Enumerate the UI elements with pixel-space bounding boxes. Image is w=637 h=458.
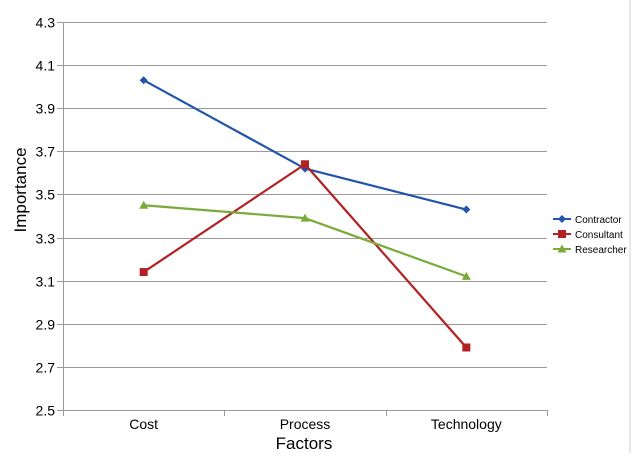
y-tick-label: 3.1: [36, 274, 56, 290]
series-contractor: [139, 76, 471, 214]
legend-item: Consultant: [553, 230, 623, 241]
data-point: [301, 160, 309, 169]
y-tick-label: 3.5: [36, 187, 56, 203]
x-tick-label: Technology: [431, 416, 502, 432]
legend: Contractor Consultant Researcher: [553, 215, 627, 256]
x-tick-label: Process: [280, 416, 331, 432]
legend-marker: [558, 230, 566, 238]
y-tick-label: 2.7: [36, 360, 56, 376]
gridlines: [63, 22, 547, 411]
y-axis-title: Importance: [11, 147, 30, 232]
data-point: [139, 76, 148, 85]
legend-label: Consultant: [575, 230, 623, 241]
legend-marker: [557, 244, 567, 253]
series-line: [143, 163, 468, 349]
y-tick-label: 2.5: [36, 403, 56, 419]
series-line: [143, 79, 467, 211]
data-point: [139, 200, 149, 209]
y-tick-label: 4.1: [36, 58, 56, 74]
series-lines: [139, 76, 471, 352]
y-tick-label: 2.9: [36, 317, 56, 333]
legend-label: Researcher: [575, 245, 627, 256]
series-consultant: [139, 160, 471, 352]
x-tick-label: Cost: [129, 416, 158, 432]
data-point: [462, 343, 471, 352]
y-tick-label: 4.3: [36, 15, 56, 31]
data-point: [139, 268, 148, 277]
data-point: [462, 205, 471, 214]
y-tick-label: 3.7: [36, 144, 56, 160]
y-tick-label: 3.9: [36, 101, 56, 117]
axes: 2.5 2.7 2.9 3.1 3.3 3.5 3.7 3.9 4.1 4.3 Cost Proces…: [36, 15, 548, 432]
legend-marker: [558, 215, 566, 223]
series-researcher: [139, 200, 471, 280]
legend-item: Contractor: [553, 215, 622, 226]
y-tick-label: 3.3: [36, 231, 56, 247]
legend-item: Researcher: [553, 244, 627, 256]
x-axis-title: Factors: [276, 434, 333, 453]
legend-label: Contractor: [575, 215, 622, 226]
data-point: [300, 213, 310, 222]
data-point: [461, 271, 471, 280]
